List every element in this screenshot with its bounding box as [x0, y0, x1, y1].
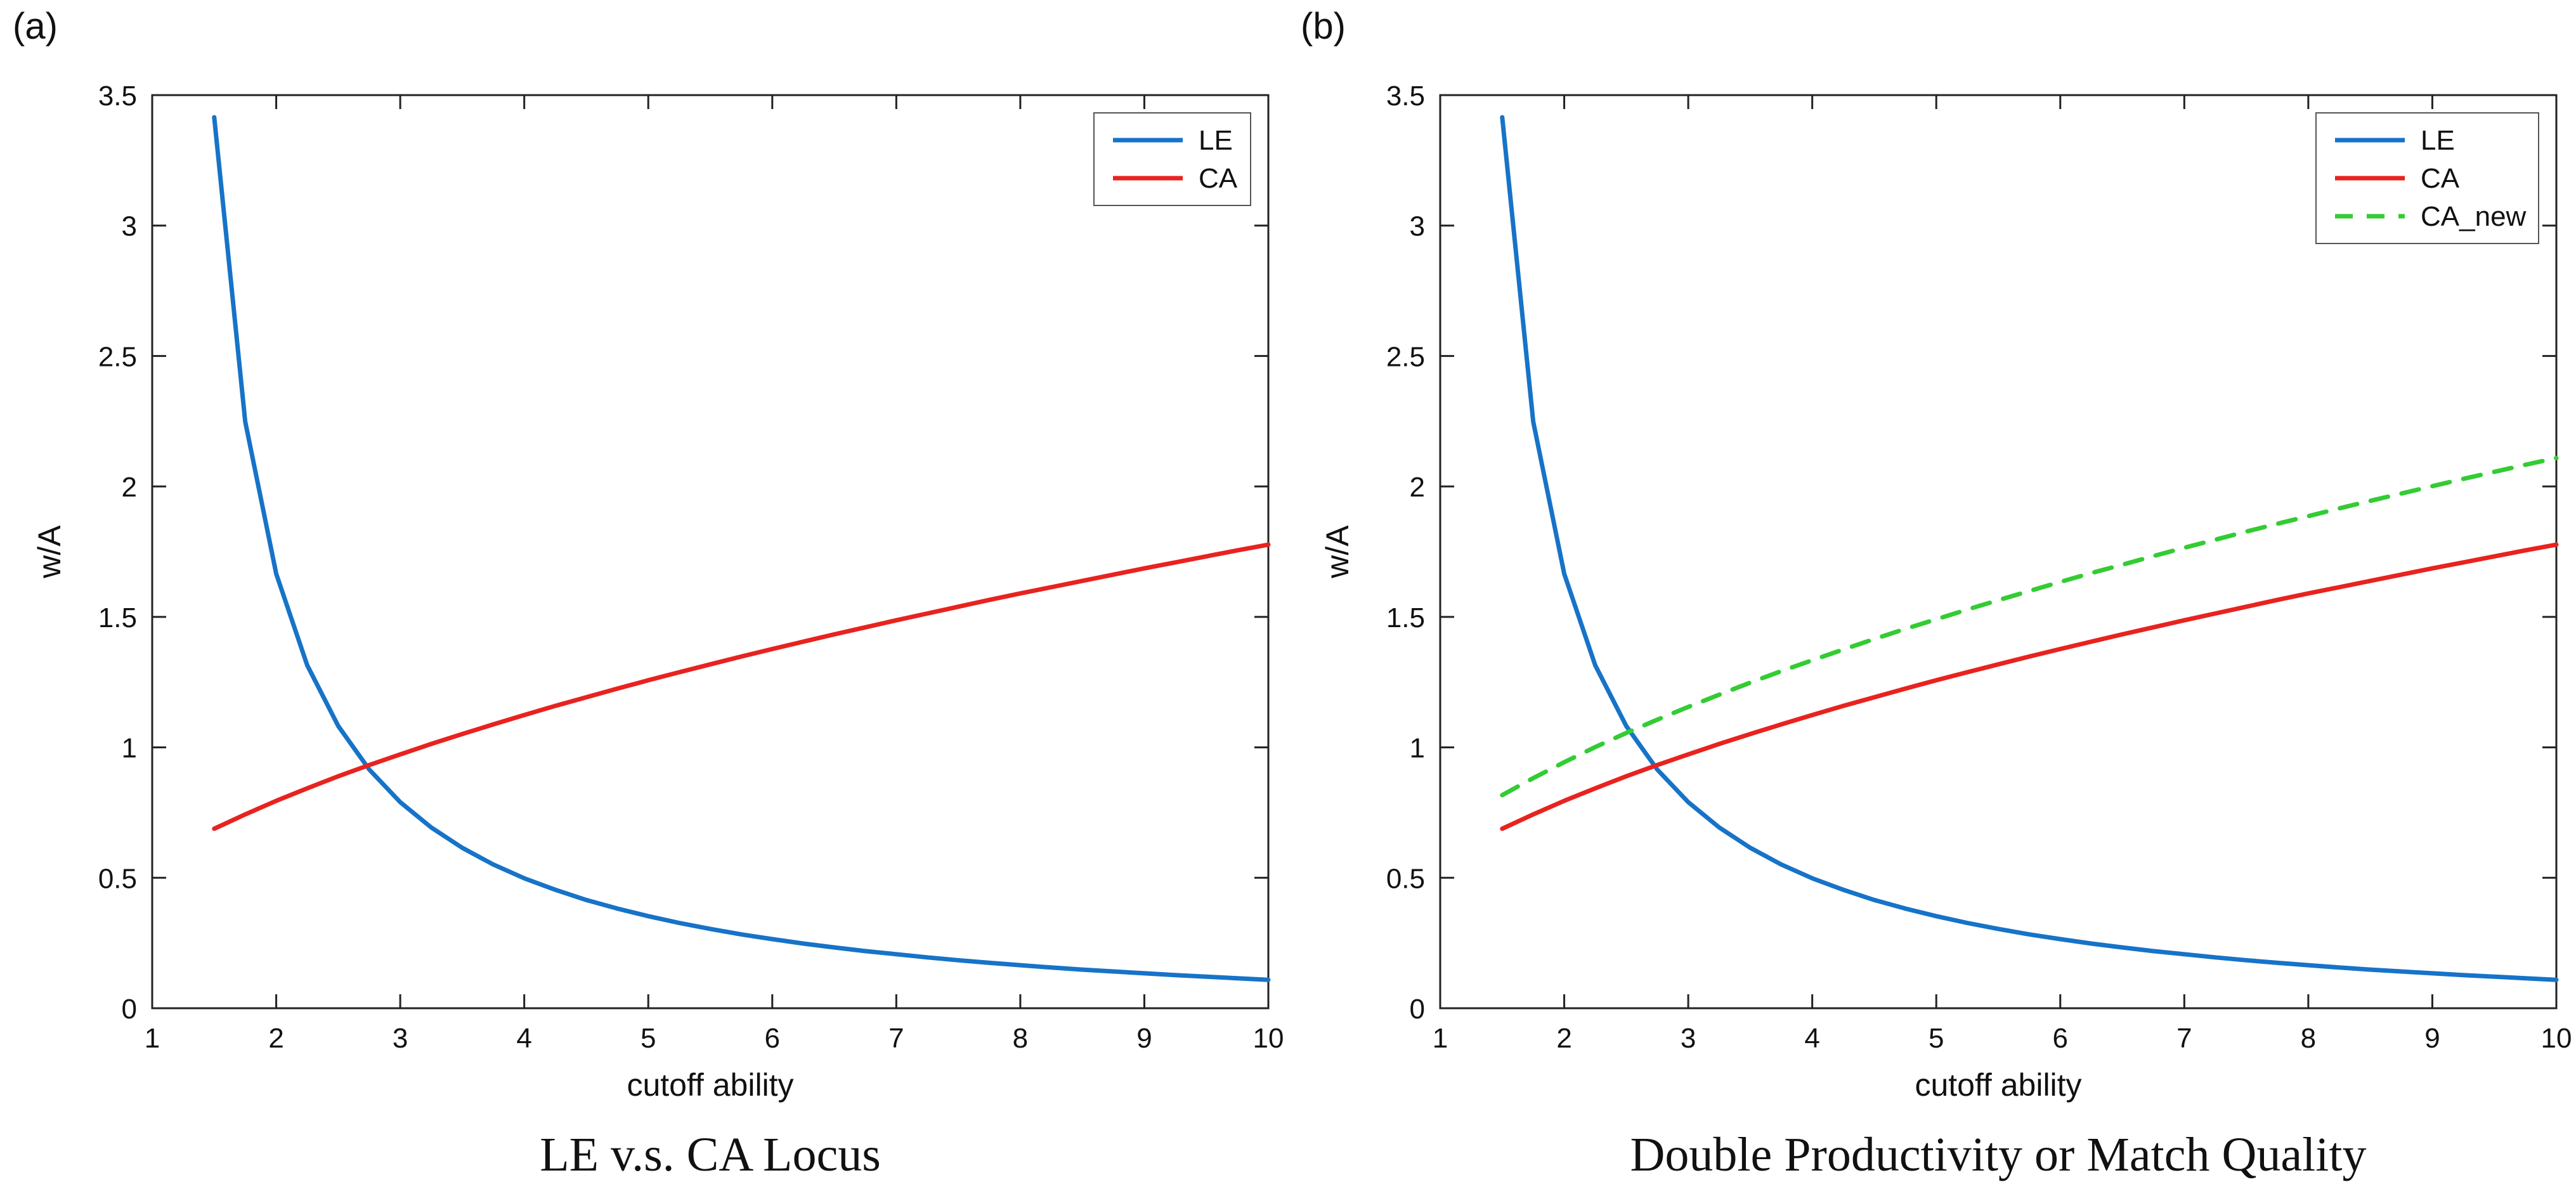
x-tick-label: 1 [145, 1023, 160, 1054]
series-line-CA_new [1500, 455, 2559, 798]
y-tick-label: 0.5 [1386, 863, 1425, 894]
y-axis-label: w/A [1320, 525, 1355, 579]
x-tick-label: 5 [641, 1023, 656, 1054]
legend-box [1093, 112, 1251, 206]
x-tick-label: 9 [2424, 1023, 2440, 1054]
series-line-CA [212, 542, 1271, 831]
y-tick-label: 2 [1410, 472, 1425, 503]
x-tick-label: 7 [2176, 1023, 2192, 1054]
chart-a: 1 2 3 4 5 6 7 8 9 10 0 0.5 1 1.5 2 2.5 3 3.5 cutoff abilit… [32, 81, 1284, 1103]
axes-box [151, 94, 1270, 1009]
x-tick-label: 2 [1556, 1023, 1571, 1054]
x-tick-label: 6 [2053, 1023, 2068, 1054]
x-axis-label: cutoff ability [1915, 1067, 2081, 1103]
legend-label-LE: LE [1199, 125, 1233, 156]
y-tick-label: 1 [122, 733, 137, 764]
x-tick-label: 4 [1804, 1023, 1819, 1054]
axes-box [1439, 94, 2558, 1009]
y-axis-label: w/A [32, 525, 67, 579]
series-line-LE [212, 115, 1271, 982]
y-tick-label: 0.5 [98, 863, 137, 894]
x-tick-label: 8 [1013, 1023, 1028, 1054]
series-line-LE [1500, 115, 2559, 982]
x-tick-label: 7 [888, 1023, 904, 1054]
legend-label-CA: CA [1199, 163, 1238, 194]
plot-area: 1 2 3 4 5 6 7 8 9 10 0 0.5 1 1.5 2 2.5 3 3.5 cutoff abilit… [1320, 81, 2572, 1103]
x-tick-label: 10 [1253, 1023, 1284, 1054]
plot-area: 1 2 3 4 5 6 7 8 9 10 0 0.5 1 1.5 2 2.5 3 3.5 cutoff abilit… [32, 81, 1284, 1103]
x-tick-label: 6 [765, 1023, 780, 1054]
y-tick-label: 0 [1410, 994, 1425, 1025]
panel-b-label: (b) [1301, 6, 1346, 47]
legend-label-CA: CA [2421, 163, 2460, 194]
x-tick-label: 2 [268, 1023, 283, 1054]
x-tick-label: 4 [516, 1023, 531, 1054]
y-tick-label: 1.5 [98, 602, 137, 633]
x-tick-label: 5 [1929, 1023, 1944, 1054]
y-tick-label: 0 [122, 994, 137, 1025]
y-tick-label: 3 [122, 211, 137, 242]
x-tick-label: 9 [1136, 1023, 1152, 1054]
panel-a: (a) 1 2 3 4 5 6 7 8 9 10 0 0.5 1 1.5 2 2.5 3 3.5 cutoff ab… [13, 6, 1284, 1181]
y-tick-label: 2 [122, 472, 137, 503]
x-axis-label: cutoff ability [627, 1067, 793, 1103]
y-tick-label: 1.5 [1386, 602, 1425, 633]
y-tick-label: 3.5 [1386, 81, 1425, 112]
x-tick-label: 3 [393, 1023, 408, 1054]
x-tick-label: 1 [1433, 1023, 1448, 1054]
legend-label-CA_new: CA_new [2421, 201, 2527, 232]
panel-a-label: (a) [13, 6, 58, 47]
y-tick-label: 2.5 [98, 341, 137, 372]
x-tick-label: 3 [1681, 1023, 1696, 1054]
y-tick-label: 3 [1410, 211, 1425, 242]
x-tick-label: 8 [2301, 1023, 2316, 1054]
panel-b: (b) 1 2 3 4 5 6 7 8 9 10 0 0.5 1 1.5 2 2.5 3 3.5 cutoff ab… [1288, 0, 2576, 1201]
y-tick-label: 1 [1410, 733, 1425, 764]
panel-b-caption: Double Productivity or Match Quality [1630, 1128, 2367, 1181]
x-tick-label: 10 [2541, 1023, 2572, 1054]
legend-label-LE: LE [2421, 125, 2455, 156]
panel-a-caption: LE v.s. CA Locus [540, 1128, 881, 1181]
series-line-CA [1500, 542, 2559, 831]
y-tick-label: 2.5 [1386, 341, 1425, 372]
chart-b: 1 2 3 4 5 6 7 8 9 10 0 0.5 1 1.5 2 2.5 3 3.5 cutoff abilit… [1320, 81, 2572, 1103]
y-tick-label: 3.5 [98, 81, 137, 112]
